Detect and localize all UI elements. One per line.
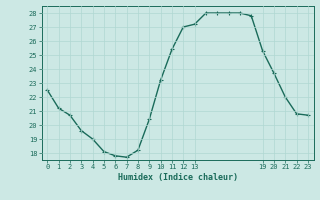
- X-axis label: Humidex (Indice chaleur): Humidex (Indice chaleur): [118, 173, 237, 182]
